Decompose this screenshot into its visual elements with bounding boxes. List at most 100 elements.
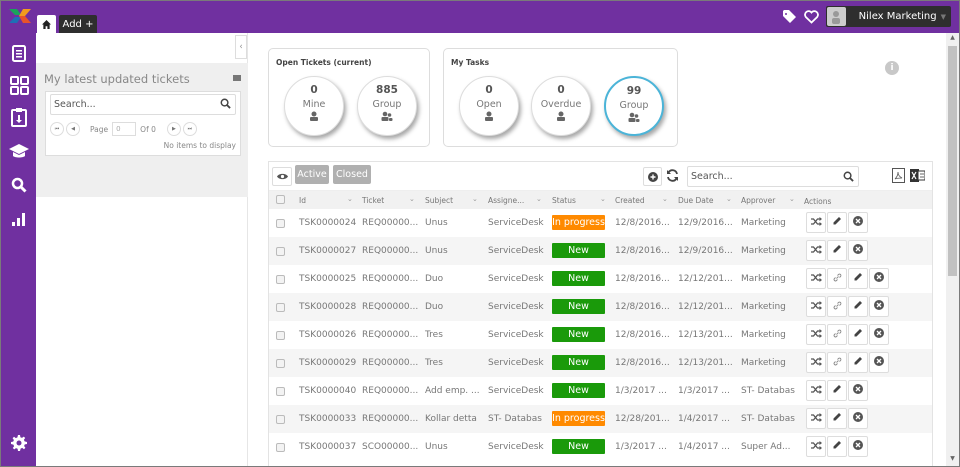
column-header-created[interactable]: Created ⌄ xyxy=(615,195,668,205)
table-row[interactable]: TSK0000037 SCO00000... Unus ServiceDesk New 1… xyxy=(269,433,932,461)
my-tasks-group[interactable]: 99 Group xyxy=(604,76,664,136)
pager-last-button[interactable]: ⏭ xyxy=(182,122,197,136)
cell-ticket[interactable]: REQ00000... xyxy=(362,218,419,228)
edit-button[interactable] xyxy=(827,212,847,233)
cell-id[interactable]: TSK0000025 xyxy=(299,274,357,284)
table-row[interactable]: TSK0000028 REQ00000... Duo ServiceDesk New 12… xyxy=(269,293,932,321)
add-task-button[interactable] xyxy=(643,167,662,186)
remove-button[interactable] xyxy=(869,268,889,289)
table-row[interactable]: TSK0000026 REQ00000... Tres ServiceDesk New 1… xyxy=(269,321,932,349)
column-header-subject[interactable]: Subject ⌄ xyxy=(425,195,478,205)
page-number-input[interactable]: 0 xyxy=(112,122,137,136)
info-icon[interactable]: i xyxy=(885,61,899,75)
open-tickets-group[interactable]: 885 Group xyxy=(357,76,417,136)
select-all-checkbox[interactable] xyxy=(276,195,285,204)
reassign-button[interactable] xyxy=(806,408,826,429)
column-header-assignee[interactable]: Assigne... ⌄ xyxy=(488,195,542,205)
hamburger-menu-icon[interactable] xyxy=(233,75,241,81)
remove-button[interactable] xyxy=(869,324,889,345)
cell-id[interactable]: TSK0000026 xyxy=(299,330,357,340)
latest-tickets-search-input[interactable]: Search... xyxy=(50,94,236,115)
collapse-panel-button[interactable]: ‹ xyxy=(235,35,247,59)
row-checkbox[interactable] xyxy=(276,303,285,312)
reassign-button[interactable] xyxy=(806,240,826,261)
cell-id[interactable]: TSK0000027 xyxy=(299,246,357,256)
sidebar-item-tickets[interactable] xyxy=(9,43,29,63)
cell-ticket[interactable]: REQ00000... xyxy=(362,246,419,256)
column-header-approver[interactable]: Approver ⌄ xyxy=(741,195,795,205)
my-tasks-open[interactable]: 0 Open xyxy=(459,76,519,136)
reassign-button[interactable] xyxy=(806,436,826,457)
open-tickets-mine[interactable]: 0 Mine xyxy=(284,76,344,136)
edit-button[interactable] xyxy=(848,352,868,373)
link-button[interactable] xyxy=(827,296,847,317)
edit-button[interactable] xyxy=(848,296,868,317)
cell-ticket[interactable]: REQ00000... xyxy=(362,330,419,340)
reassign-button[interactable] xyxy=(806,296,826,317)
link-button[interactable] xyxy=(827,324,847,345)
cell-ticket[interactable]: REQ00000... xyxy=(362,386,419,396)
tab-add[interactable]: Add + xyxy=(59,15,97,33)
row-checkbox[interactable] xyxy=(276,387,285,396)
link-button[interactable] xyxy=(827,268,847,289)
remove-button[interactable] xyxy=(848,240,868,261)
reassign-button[interactable] xyxy=(806,324,826,345)
row-checkbox[interactable] xyxy=(276,415,285,424)
active-filter-button[interactable]: Active xyxy=(295,165,329,184)
reassign-button[interactable] xyxy=(806,352,826,373)
column-header-id[interactable]: Id ⌄ xyxy=(299,195,353,205)
cell-id[interactable]: TSK0000029 xyxy=(299,358,357,368)
row-checkbox[interactable] xyxy=(276,247,285,256)
cell-id[interactable]: TSK0000033 xyxy=(299,414,357,424)
scroll-down-arrow[interactable]: ▼ xyxy=(950,455,955,462)
remove-button[interactable] xyxy=(869,352,889,373)
table-row[interactable]: TSK0000024 REQ00000... Unus ServiceDesk In p… xyxy=(269,209,932,237)
sidebar-item-reports[interactable] xyxy=(9,209,29,229)
cell-id[interactable]: TSK0000040 xyxy=(299,386,357,396)
cell-ticket[interactable]: REQ00000... xyxy=(362,302,419,312)
sidebar-item-settings[interactable] xyxy=(9,433,29,453)
remove-button[interactable] xyxy=(848,380,868,401)
user-menu[interactable]: Nilex Marketing ▼ xyxy=(825,6,951,27)
pager-next-button[interactable]: ▶ xyxy=(166,122,181,136)
row-checkbox[interactable] xyxy=(276,443,285,452)
refresh-icon[interactable] xyxy=(666,169,679,182)
sidebar-item-knowledge[interactable] xyxy=(9,141,29,161)
export-excel-icon[interactable] xyxy=(910,168,925,183)
edit-button[interactable] xyxy=(848,324,868,345)
tab-home[interactable] xyxy=(37,15,56,33)
cell-ticket[interactable]: SCO00000... xyxy=(362,442,419,452)
my-tasks-overdue[interactable]: 0 Overdue xyxy=(531,76,591,136)
reassign-button[interactable] xyxy=(806,268,826,289)
remove-button[interactable] xyxy=(848,436,868,457)
cell-id[interactable]: TSK0000028 xyxy=(299,302,357,312)
search-icon[interactable] xyxy=(843,171,854,182)
edit-button[interactable] xyxy=(848,268,868,289)
cell-ticket[interactable]: REQ00000... xyxy=(362,274,419,284)
view-toggle-button[interactable] xyxy=(272,167,292,186)
column-header-status[interactable]: Status ⌄ xyxy=(552,195,606,205)
scroll-up-arrow[interactable]: ▲ xyxy=(950,34,955,41)
column-header-ticket[interactable]: Ticket ⌄ xyxy=(362,195,415,205)
edit-button[interactable] xyxy=(827,240,847,261)
sidebar-item-modules[interactable] xyxy=(9,75,29,95)
remove-button[interactable] xyxy=(869,296,889,317)
grid-search-input[interactable]: Search... xyxy=(687,166,859,187)
table-row[interactable]: TSK0000033 REQ00000... Kollar detta ST- Dat… xyxy=(269,405,932,433)
edit-button[interactable] xyxy=(827,408,847,429)
reassign-button[interactable] xyxy=(806,212,826,233)
link-button[interactable] xyxy=(827,352,847,373)
search-icon[interactable] xyxy=(220,98,231,109)
pager-first-button[interactable]: ⏮ xyxy=(50,122,64,136)
table-row[interactable]: TSK0000025 REQ00000... Duo ServiceDesk New 12… xyxy=(269,265,932,293)
pager-prev-button[interactable]: ◀ xyxy=(66,122,80,136)
cell-id[interactable]: TSK0000037 xyxy=(299,442,357,452)
column-header-due-date[interactable]: Due Date ⌄ xyxy=(678,195,732,205)
table-row[interactable]: TSK0000040 REQ00000... Add emp. ... Service… xyxy=(269,377,932,405)
row-checkbox[interactable] xyxy=(276,275,285,284)
table-row[interactable]: TSK0000029 REQ00000... Tres ServiceDesk New 1… xyxy=(269,349,932,377)
edit-button[interactable] xyxy=(827,436,847,457)
row-checkbox[interactable] xyxy=(276,219,285,228)
table-row[interactable]: TSK0000027 REQ00000... Unus ServiceDesk New 1… xyxy=(269,237,932,265)
row-checkbox[interactable] xyxy=(276,331,285,340)
